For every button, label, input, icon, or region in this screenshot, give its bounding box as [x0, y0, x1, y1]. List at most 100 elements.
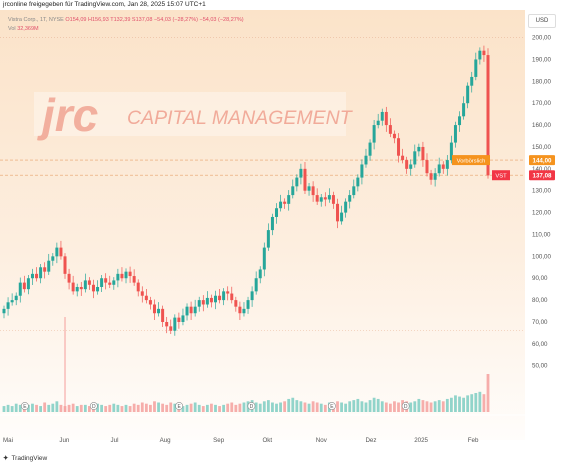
volume-bar	[55, 401, 59, 412]
volume-bar	[197, 404, 201, 412]
candle	[295, 174, 299, 192]
volume-bar	[380, 401, 384, 412]
legend-volume: Vol 32,369M	[8, 26, 39, 32]
volume-bar	[181, 406, 185, 412]
candle-body	[124, 271, 128, 279]
volume-bar	[348, 401, 352, 412]
candle-body	[384, 111, 388, 126]
volume-bar	[140, 402, 144, 412]
volume-bar	[393, 401, 396, 412]
price-axis[interactable]: 50,00 60,00 70,00 80,00 90,00 100,00 110,00 120…	[532, 35, 551, 370]
candle-body	[148, 300, 152, 305]
candle	[283, 198, 287, 209]
candle-body	[136, 282, 140, 292]
candle	[205, 291, 209, 308]
volume-bar	[128, 406, 132, 412]
candle	[218, 288, 222, 304]
candle-body	[405, 160, 409, 169]
y-tick-label: 130,00	[532, 188, 551, 195]
candle	[213, 290, 217, 310]
volume-bar	[425, 401, 429, 412]
candle	[136, 279, 140, 297]
price-label-value-box	[529, 170, 555, 181]
volume-bar	[100, 404, 104, 412]
candle	[234, 296, 238, 312]
candle-body	[6, 302, 10, 309]
volume-bar	[161, 403, 165, 412]
y-tick-label: 70,00	[532, 319, 548, 326]
event-marker-circle	[247, 402, 256, 410]
event-marker-circle	[328, 402, 336, 410]
volume-bar	[144, 403, 148, 412]
volume-bar	[364, 402, 368, 412]
candle-body	[327, 195, 331, 200]
candle	[441, 161, 445, 174]
event-marker-circle	[401, 402, 410, 410]
price-label-value: 137,08	[533, 172, 552, 179]
candle-body	[266, 230, 270, 248]
candle-body	[433, 173, 437, 180]
candle-body	[30, 273, 34, 279]
candle-body	[275, 208, 279, 217]
volume-bar	[88, 406, 91, 412]
candle	[14, 292, 18, 306]
volume-bar	[79, 404, 83, 412]
x-tick-label: Mai	[3, 437, 13, 444]
candle	[299, 163, 303, 185]
volume-bar	[120, 406, 124, 412]
y-tick-label: 160,00	[532, 122, 551, 129]
tradingview-logo-icon: ✦	[3, 455, 9, 462]
candle-body	[173, 317, 177, 331]
volume-bar	[458, 396, 461, 412]
candle-body	[287, 195, 291, 204]
candle	[258, 266, 262, 284]
volume-bar	[6, 404, 10, 412]
candle-body	[437, 164, 441, 174]
volume-bar	[214, 404, 217, 412]
volume-bar	[258, 403, 262, 412]
candle	[384, 106, 388, 132]
candle-body	[104, 278, 108, 283]
watermark-logo: jrc	[37, 89, 98, 141]
candle-body	[445, 160, 449, 169]
volume-bar	[47, 404, 51, 412]
candle	[275, 203, 279, 224]
volume-bar	[295, 400, 299, 412]
volume-bar	[18, 404, 22, 412]
candle-body	[140, 291, 144, 296]
candle-body	[344, 201, 348, 213]
volume-bar	[116, 404, 120, 412]
legend-volume-label: Vol	[8, 26, 16, 32]
x-tick-label: Jul	[111, 437, 119, 444]
volume-bar	[303, 402, 307, 412]
candle	[478, 47, 482, 65]
x-tick-label: Feb	[468, 437, 479, 444]
candle	[445, 155, 449, 176]
candle	[96, 280, 100, 295]
x-tick-label: Sep	[213, 437, 225, 444]
price-label-value: 144,00	[533, 157, 552, 164]
candle	[43, 262, 47, 279]
y-tick-label: 200,00	[532, 35, 551, 42]
volume-bar	[96, 403, 99, 412]
volume-bar	[14, 403, 18, 412]
volume-bar	[210, 403, 213, 412]
volume-bar	[234, 404, 238, 412]
candle	[250, 286, 254, 307]
candle	[380, 108, 384, 126]
volume-bar	[242, 402, 246, 412]
time-axis[interactable]: Mai Jun Jul Aug Sep Okt Nov Dez 2025 Feb	[3, 437, 479, 444]
candle-body	[132, 276, 136, 283]
volume-bar	[108, 404, 112, 412]
candle	[360, 159, 364, 185]
candle	[59, 240, 63, 260]
candle-body	[128, 271, 132, 277]
event-marker-label: D	[250, 404, 254, 410]
y-tick-label: 140,00	[532, 166, 551, 173]
volume-bar	[104, 406, 108, 412]
currency-button[interactable]: USD	[528, 14, 556, 28]
volume-bar	[372, 397, 376, 412]
candle-body	[10, 300, 14, 303]
candle-body	[336, 203, 340, 222]
